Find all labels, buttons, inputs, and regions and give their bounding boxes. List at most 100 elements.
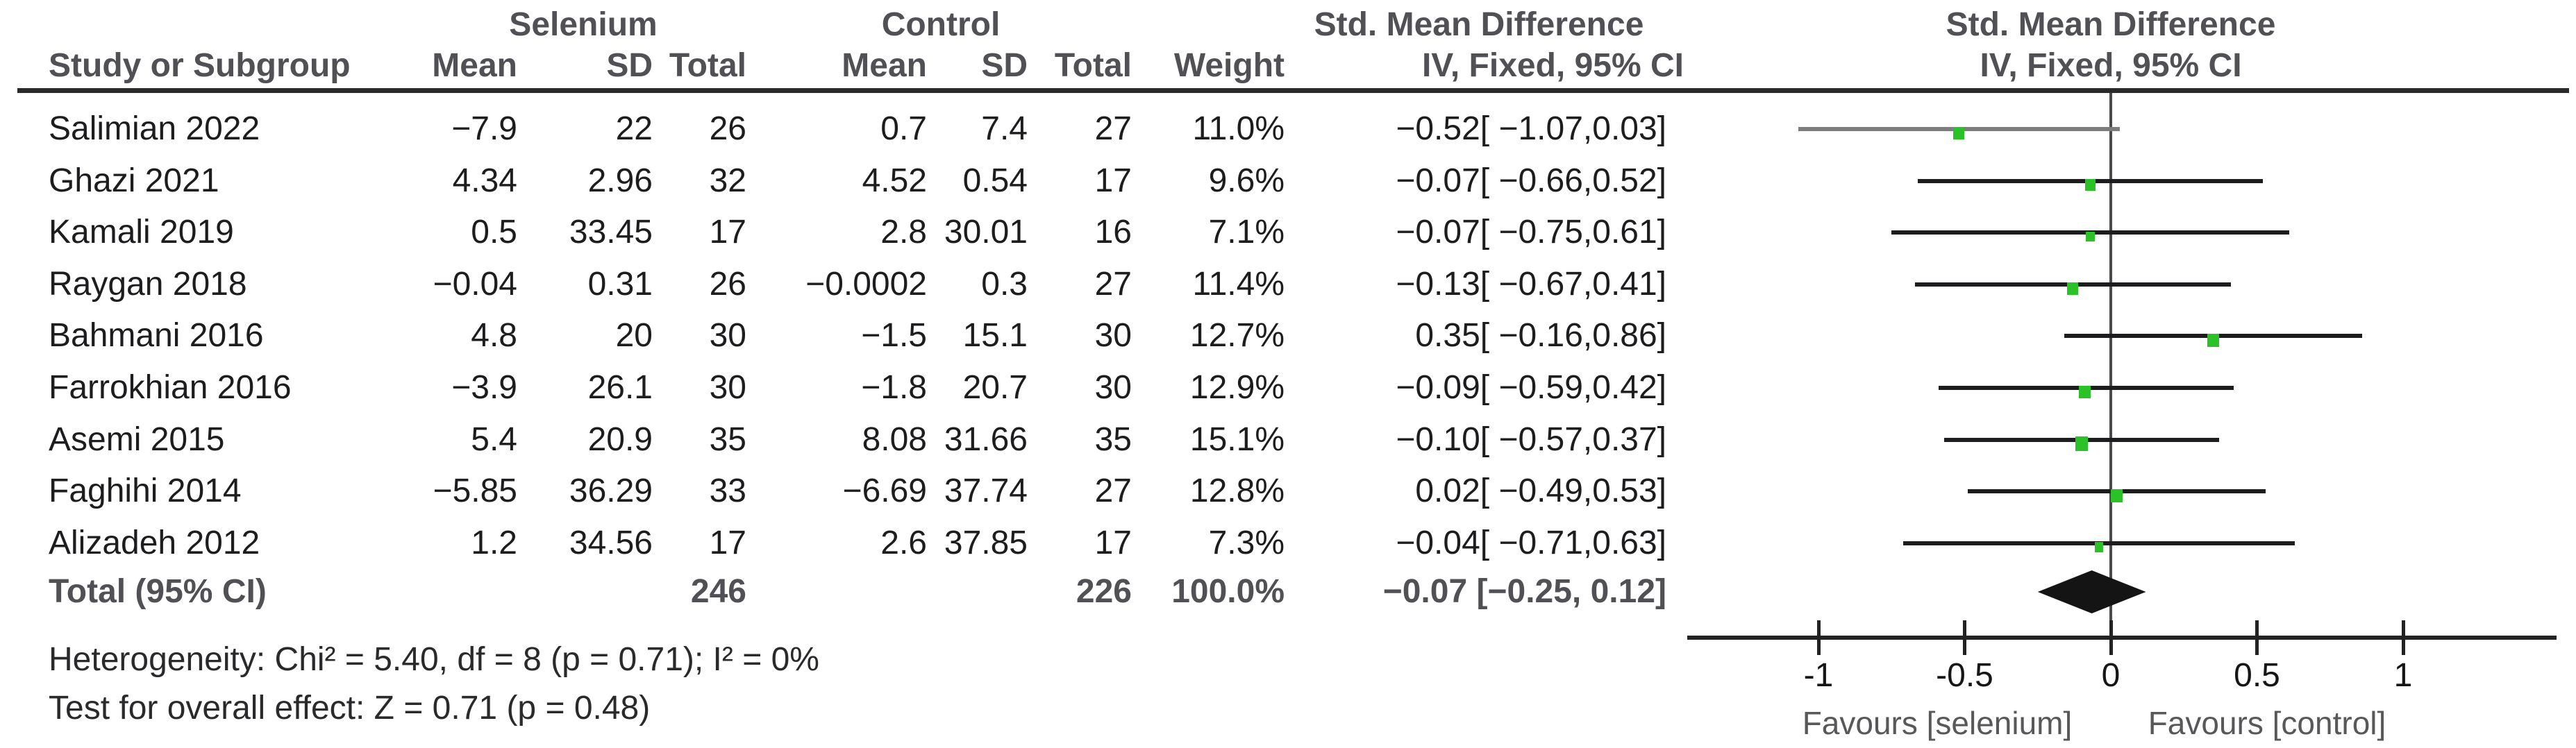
control-sd: 0.3 <box>981 265 1028 303</box>
selenium-mean: 5.4 <box>471 420 517 458</box>
selenium-sd: 0.31 <box>587 265 653 303</box>
x-axis-line <box>1687 636 2557 640</box>
column-header-sd-selenium: SD <box>606 47 653 84</box>
control-sd: 20.7 <box>962 369 1028 406</box>
control-mean: 4.52 <box>862 162 927 199</box>
control-total: 27 <box>1094 473 1132 510</box>
zero-reference-line <box>2109 93 2112 653</box>
selenium-mean: 1.2 <box>471 524 517 561</box>
control-sd: 30.01 <box>944 214 1028 251</box>
selenium-sd: 26.1 <box>587 369 653 406</box>
selenium-sd: 36.29 <box>569 473 653 510</box>
control-total: 30 <box>1094 317 1132 355</box>
control-mean: −0.0002 <box>805 265 927 303</box>
control-total: 17 <box>1094 162 1132 199</box>
study-ci-text: −0.10[ −0.57,0.37] <box>1396 420 1666 458</box>
study-name: Farrokhian 2016 <box>49 369 292 406</box>
study-weight: 9.6% <box>1208 162 1285 199</box>
study-ci-text: −0.52[ −1.07,0.03] <box>1396 110 1666 147</box>
column-header-ci: IV, Fixed, 95% CI <box>1421 47 1684 84</box>
column-header-total-selenium: Total <box>669 47 746 84</box>
axis-tick-label: 0.5 <box>2234 657 2280 694</box>
study-ci-text: 0.35[ −0.16,0.86] <box>1415 317 1666 355</box>
column-header-weight: Weight <box>1173 47 1285 84</box>
selenium-sd: 2.96 <box>587 162 653 199</box>
total-ci-text: −0.07 [−0.25, 0.12] <box>1382 573 1666 610</box>
control-mean: 2.6 <box>880 524 927 561</box>
column-header-total-control: Total <box>1054 47 1132 84</box>
control-total: 35 <box>1094 420 1132 458</box>
axis-tick-label: -1 <box>1803 657 1834 694</box>
study-ci-text: −0.09[ −0.59,0.42] <box>1396 369 1666 406</box>
selenium-total: 35 <box>709 420 746 458</box>
axis-tick <box>2255 620 2259 655</box>
study-weight: 15.1% <box>1189 420 1285 458</box>
study-weight: 11.4% <box>1192 265 1285 303</box>
control-mean: −1.8 <box>861 369 927 406</box>
study-weight: 12.9% <box>1189 369 1285 406</box>
selenium-sd: 33.45 <box>569 214 653 251</box>
point-estimate-marker <box>2075 436 2089 451</box>
control-total: 27 <box>1094 110 1132 147</box>
point-estimate-marker <box>2067 282 2079 295</box>
study-name: Salimian 2022 <box>49 110 260 147</box>
favours-right-label: Favours [control] <box>2148 705 2386 741</box>
total-label: Total (95% CI) <box>49 573 267 610</box>
selenium-mean: 0.5 <box>471 214 517 251</box>
axis-tick <box>1963 620 1966 655</box>
control-mean: 2.8 <box>880 214 927 251</box>
column-header-sd-control: SD <box>981 47 1028 84</box>
study-weight: 12.7% <box>1189 317 1285 355</box>
selenium-mean: −7.9 <box>451 110 517 147</box>
study-name: Raygan 2018 <box>49 265 247 303</box>
selenium-mean: −5.85 <box>433 473 517 510</box>
study-name: Asemi 2015 <box>49 420 225 458</box>
control-total: 17 <box>1094 524 1132 561</box>
study-weight: 7.3% <box>1208 524 1285 561</box>
total-weight: 100.0% <box>1171 573 1285 610</box>
control-mean: −6.69 <box>842 473 927 510</box>
axis-tick-label: -0.5 <box>1936 657 1993 694</box>
study-name: Faghihi 2014 <box>49 473 242 510</box>
selenium-total: 30 <box>709 317 746 355</box>
point-estimate-marker <box>2111 488 2123 502</box>
study-weight: 11.0% <box>1192 110 1285 147</box>
selenium-mean: 4.34 <box>452 162 517 199</box>
column-header-mean-selenium: Mean <box>432 47 517 84</box>
effect-column-title: Std. Mean Difference <box>1314 6 1644 43</box>
selenium-sd: 22 <box>615 110 653 147</box>
study-name: Ghazi 2021 <box>49 162 219 199</box>
control-sd: 15.1 <box>962 317 1028 355</box>
selenium-sd: 34.56 <box>569 524 653 561</box>
group-header-control: Control <box>881 6 1001 43</box>
pooled-effect-diamond <box>2037 570 2146 613</box>
control-sd: 31.66 <box>944 420 1028 458</box>
control-total: 27 <box>1094 265 1132 303</box>
selenium-total: 17 <box>709 524 746 561</box>
point-estimate-marker <box>2094 542 2104 553</box>
heterogeneity-stats: Heterogeneity: Chi² = 5.40, df = 8 (p = … <box>49 641 819 678</box>
control-total: 30 <box>1094 369 1132 406</box>
point-estimate-marker <box>2207 334 2219 347</box>
axis-tick <box>1816 620 1821 655</box>
point-estimate-marker <box>2086 231 2095 242</box>
axis-tick-label: 1 <box>2393 657 2413 694</box>
study-weight: 12.8% <box>1189 473 1285 510</box>
control-sd: 37.85 <box>944 524 1028 561</box>
control-sd: 37.74 <box>944 473 1028 510</box>
group-header-selenium: Selenium <box>509 6 658 43</box>
point-estimate-marker <box>2085 179 2096 191</box>
axis-tick <box>2401 620 2405 655</box>
column-header-mean-control: Mean <box>842 47 927 84</box>
axis-tick-label: 0 <box>2101 657 2121 694</box>
selenium-total: 32 <box>709 162 746 199</box>
control-sd: 7.4 <box>981 110 1028 147</box>
selenium-total: 26 <box>709 265 746 303</box>
plot-subtitle: IV, Fixed, 95% CI <box>1980 47 2242 84</box>
selenium-total: 33 <box>709 473 746 510</box>
plot-title: Std. Mean Difference <box>1946 6 2276 43</box>
selenium-mean: −0.04 <box>433 265 517 303</box>
selenium-sd: 20 <box>615 317 653 355</box>
study-ci-text: −0.07[ −0.75,0.61] <box>1396 214 1666 251</box>
